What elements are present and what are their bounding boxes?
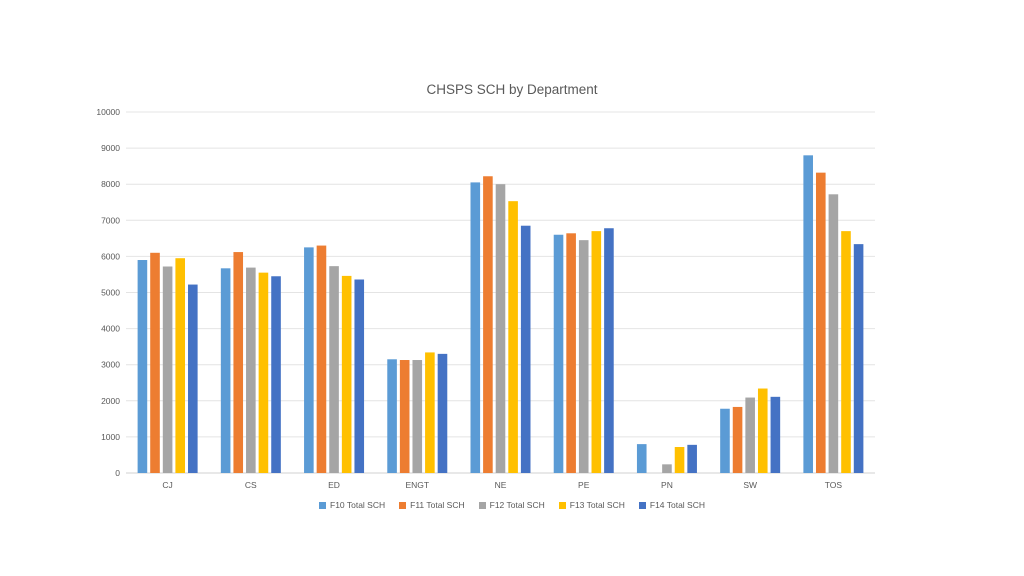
legend-swatch <box>399 501 407 509</box>
bar <box>258 272 269 473</box>
bar <box>591 231 602 473</box>
bar <box>770 396 781 473</box>
bar <box>720 408 730 473</box>
legend-label: F10 Total SCH <box>330 500 386 510</box>
legend-item: F10 Total SCH <box>319 500 385 510</box>
legend-swatch <box>558 501 566 509</box>
bar <box>674 447 685 473</box>
y-tick-label: 4000 <box>101 324 120 334</box>
bar <box>803 155 813 473</box>
legend-label: F12 Total SCH <box>489 500 545 510</box>
bar <box>425 352 435 473</box>
bar <box>495 184 506 473</box>
bar <box>150 252 160 473</box>
bar <box>841 231 851 473</box>
x-tick-label: PE <box>578 480 590 490</box>
bar <box>553 234 564 473</box>
x-tick-label: ED <box>328 480 340 490</box>
bar <box>175 258 186 473</box>
bar <box>399 360 410 473</box>
y-tick-label: 10000 <box>96 107 120 117</box>
bar <box>815 172 826 473</box>
legend-item: F13 Total SCH <box>558 500 625 510</box>
bar <box>271 276 281 473</box>
legend-label: F14 Total SCH <box>649 500 705 510</box>
bar <box>304 247 314 473</box>
legend-swatch <box>478 501 486 509</box>
bar <box>220 268 231 473</box>
chart-title: CHSPS SCH by Department <box>426 82 598 97</box>
bar <box>233 252 244 473</box>
y-tick-label: 6000 <box>101 251 120 261</box>
bar <box>316 245 327 473</box>
x-tick-label: ENGT <box>405 480 429 490</box>
legend-item: F14 Total SCH <box>638 500 705 510</box>
legend-swatch <box>319 501 326 509</box>
bar <box>662 464 672 473</box>
legend-item: F11 Total SCH <box>399 500 465 510</box>
y-tick-label: 5000 <box>101 288 120 298</box>
bar <box>604 228 614 473</box>
bar <box>137 260 148 473</box>
bar <box>732 406 743 473</box>
bar <box>329 266 339 473</box>
x-tick-label: TOS <box>825 480 843 490</box>
bar <box>520 225 531 473</box>
legend-label: F11 Total SCH <box>410 500 465 510</box>
x-tick-label: PN <box>661 480 673 490</box>
x-tick-label: SW <box>743 480 757 490</box>
y-tick-label: 1000 <box>101 432 120 442</box>
legend-label: F13 Total SCH <box>569 500 625 510</box>
bar <box>387 359 397 473</box>
bar <box>578 240 589 473</box>
bar <box>412 360 423 473</box>
y-tick-label: 2000 <box>101 396 120 406</box>
bar <box>508 201 518 474</box>
bar <box>745 397 755 473</box>
y-tick-label: 0 <box>115 468 120 478</box>
bar <box>341 275 352 473</box>
bar <box>687 444 697 473</box>
legend-swatch <box>638 501 646 509</box>
x-tick-label: CS <box>245 480 257 490</box>
bar <box>828 194 839 474</box>
bar <box>757 388 768 473</box>
bar <box>483 176 493 473</box>
y-tick-label: 9000 <box>101 143 120 153</box>
bar <box>437 353 448 473</box>
y-tick-label: 7000 <box>101 215 120 225</box>
legend-item: F12 Total SCH <box>478 500 545 510</box>
y-tick-label: 8000 <box>101 179 120 189</box>
bar <box>162 266 173 473</box>
bar <box>636 444 647 473</box>
bar <box>246 267 256 473</box>
bar <box>853 244 864 473</box>
bar <box>188 284 198 473</box>
x-tick-label: CJ <box>162 480 172 490</box>
bar <box>566 233 576 473</box>
y-tick-label: 3000 <box>101 360 120 370</box>
chart-legend: F10 Total SCH F11 Total SCH F12 Total SCH F… <box>0 500 1024 510</box>
bar <box>470 182 481 473</box>
x-tick-label: NE <box>495 480 507 490</box>
bar <box>354 279 365 473</box>
